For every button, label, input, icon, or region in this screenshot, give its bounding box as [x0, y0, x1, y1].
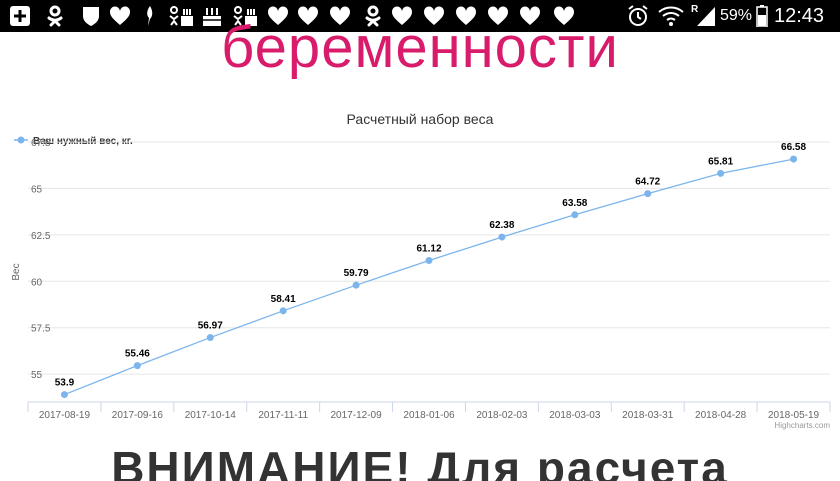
battery-icon — [755, 4, 769, 28]
x-axis: 2017-08-19 2017-09-16 2017-10-14 2017-11-11… — [27, 401, 831, 421]
heart-icon — [486, 4, 510, 28]
series-points[interactable] — [60, 155, 798, 399]
data-point[interactable] — [425, 256, 433, 264]
legend-marker — [17, 136, 25, 144]
data-label: 64.72 — [635, 177, 660, 188]
data-point[interactable] — [790, 155, 798, 163]
data-label: 59.79 — [344, 268, 369, 279]
x-tick-label: 2017-12-09 — [331, 410, 383, 421]
x-tick-label: 2017-08-19 — [39, 410, 91, 421]
data-point[interactable] — [133, 362, 141, 370]
weight-chart: Расчетный набор веса Ваш нужный вес, кг.… — [0, 100, 840, 433]
alarm-icon — [626, 4, 650, 28]
ok-cake-icon — [232, 4, 258, 28]
battery-percent: 59% — [720, 7, 753, 24]
y-axis-ticks: 55 57.5 60 62.5 65 67.5 — [31, 138, 51, 381]
status-bar: R 59% 12:43 — [0, 0, 840, 32]
data-label: 61.12 — [416, 243, 441, 254]
y-tick-label: 60 — [31, 277, 43, 288]
y-tick-label: 55 — [31, 370, 43, 381]
x-tick-label: 2018-05-19 — [768, 410, 820, 421]
heart-icon — [108, 4, 132, 28]
x-tick-label: 2018-01-06 — [403, 410, 455, 421]
heart-icon — [518, 4, 542, 28]
ok-logo-icon — [44, 4, 66, 28]
ok-logo-icon — [362, 4, 384, 28]
ok-cake-icon — [168, 4, 194, 28]
series-line — [64, 158, 794, 396]
heart-icon — [454, 4, 478, 28]
data-label: 63.58 — [562, 198, 587, 209]
x-tick-label: 2018-03-31 — [622, 410, 674, 421]
signal-icon — [696, 4, 716, 28]
y-tick-label: 67.5 — [31, 138, 51, 149]
page-heading-top: беременности — [221, 15, 619, 80]
data-point[interactable] — [352, 281, 360, 289]
data-point[interactable] — [498, 233, 506, 241]
y-tick-label: 65 — [31, 184, 43, 195]
cake-icon — [200, 4, 224, 28]
wifi-icon — [658, 4, 684, 28]
data-label: 53.9 — [55, 378, 75, 389]
data-label: 58.41 — [271, 294, 296, 305]
heart-icon — [552, 4, 576, 28]
data-label: 56.97 — [198, 321, 223, 332]
grid-lines — [28, 141, 830, 375]
y-tick-label: 57.5 — [31, 324, 51, 335]
heart-icon — [296, 4, 320, 28]
data-point[interactable] — [279, 307, 287, 315]
credits-link[interactable]: Highcharts.com — [774, 421, 830, 430]
page-heading-bottom: ВНИМАНИЕ! Для расчета — [111, 442, 729, 481]
series-path — [64, 158, 794, 396]
y-axis-title: Вес — [11, 263, 22, 280]
leaf-icon — [142, 4, 156, 28]
x-tick-label: 2018-04-28 — [695, 410, 747, 421]
x-tick-label: 2017-09-16 — [112, 410, 164, 421]
plus-square-icon — [8, 4, 32, 28]
x-tick-label: 2018-02-03 — [476, 410, 528, 421]
data-label: 65.81 — [708, 156, 733, 167]
x-tick-label: 2018-03-03 — [549, 410, 601, 421]
data-point[interactable] — [571, 211, 579, 219]
shield-icon — [80, 4, 102, 28]
roaming-indicator: R — [691, 4, 699, 15]
data-label: 62.38 — [489, 220, 514, 231]
data-label: 66.58 — [781, 142, 806, 153]
data-label: 55.46 — [125, 349, 150, 360]
heart-icon — [266, 4, 290, 28]
data-point[interactable] — [644, 190, 652, 198]
data-point[interactable] — [206, 334, 214, 342]
clock: 12:43 — [774, 5, 825, 27]
chart-title: Расчетный набор веса — [347, 111, 494, 127]
y-tick-label: 62.5 — [31, 231, 51, 242]
heart-icon — [422, 4, 446, 28]
heart-icon — [390, 4, 414, 28]
data-point[interactable] — [717, 169, 725, 177]
data-point[interactable] — [60, 391, 68, 399]
data-labels: 53.9 55.46 56.97 58.41 59.79 61.12 62.38 63.58 6… — [55, 142, 807, 388]
chart-svg: Расчетный набор веса Ваш нужный вес, кг.… — [11, 111, 831, 430]
x-tick-label: 2017-11-11 — [258, 410, 308, 421]
heart-icon — [328, 4, 352, 28]
x-tick-label: 2017-10-14 — [185, 410, 237, 421]
